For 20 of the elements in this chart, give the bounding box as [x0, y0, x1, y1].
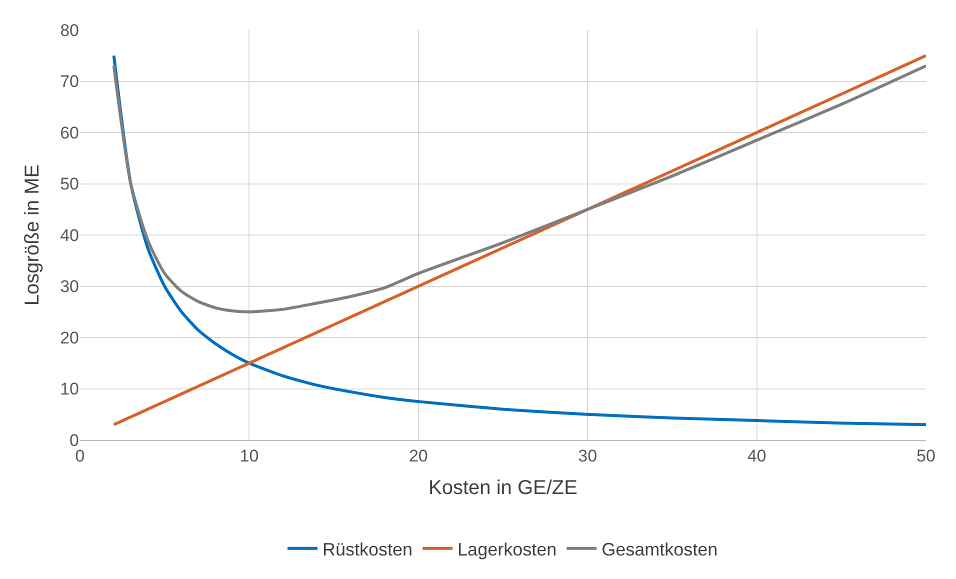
y-tick-label: 60 — [60, 123, 79, 142]
x-tick-label: 20 — [408, 446, 428, 466]
y-axis-title: Losgröße in ME — [22, 164, 44, 306]
line-series — [112, 64, 926, 314]
y-tick-label: 10 — [60, 380, 79, 399]
y-tick-label: 70 — [60, 72, 79, 92]
y-tick-label: 20 — [60, 328, 79, 348]
x-tick-label: 10 — [240, 446, 259, 466]
legend-label: Gesamtkosten — [602, 539, 718, 560]
x-axis-title: Kosten in GE/ZE — [428, 476, 578, 499]
x-tick-label: 40 — [747, 446, 766, 466]
x-tick-label: 30 — [578, 446, 598, 466]
legend-label: Rüstkosten — [322, 539, 413, 560]
y-tick-label: 50 — [60, 174, 79, 194]
y-tick-label: 80 — [60, 20, 79, 40]
y-tick-label: 0 — [70, 430, 79, 450]
x-tick-label: 50 — [916, 446, 936, 466]
y-tick-label: 40 — [60, 226, 79, 245]
legend-label: Lagerkosten — [458, 539, 557, 560]
y-tick-label: 30 — [60, 277, 79, 296]
